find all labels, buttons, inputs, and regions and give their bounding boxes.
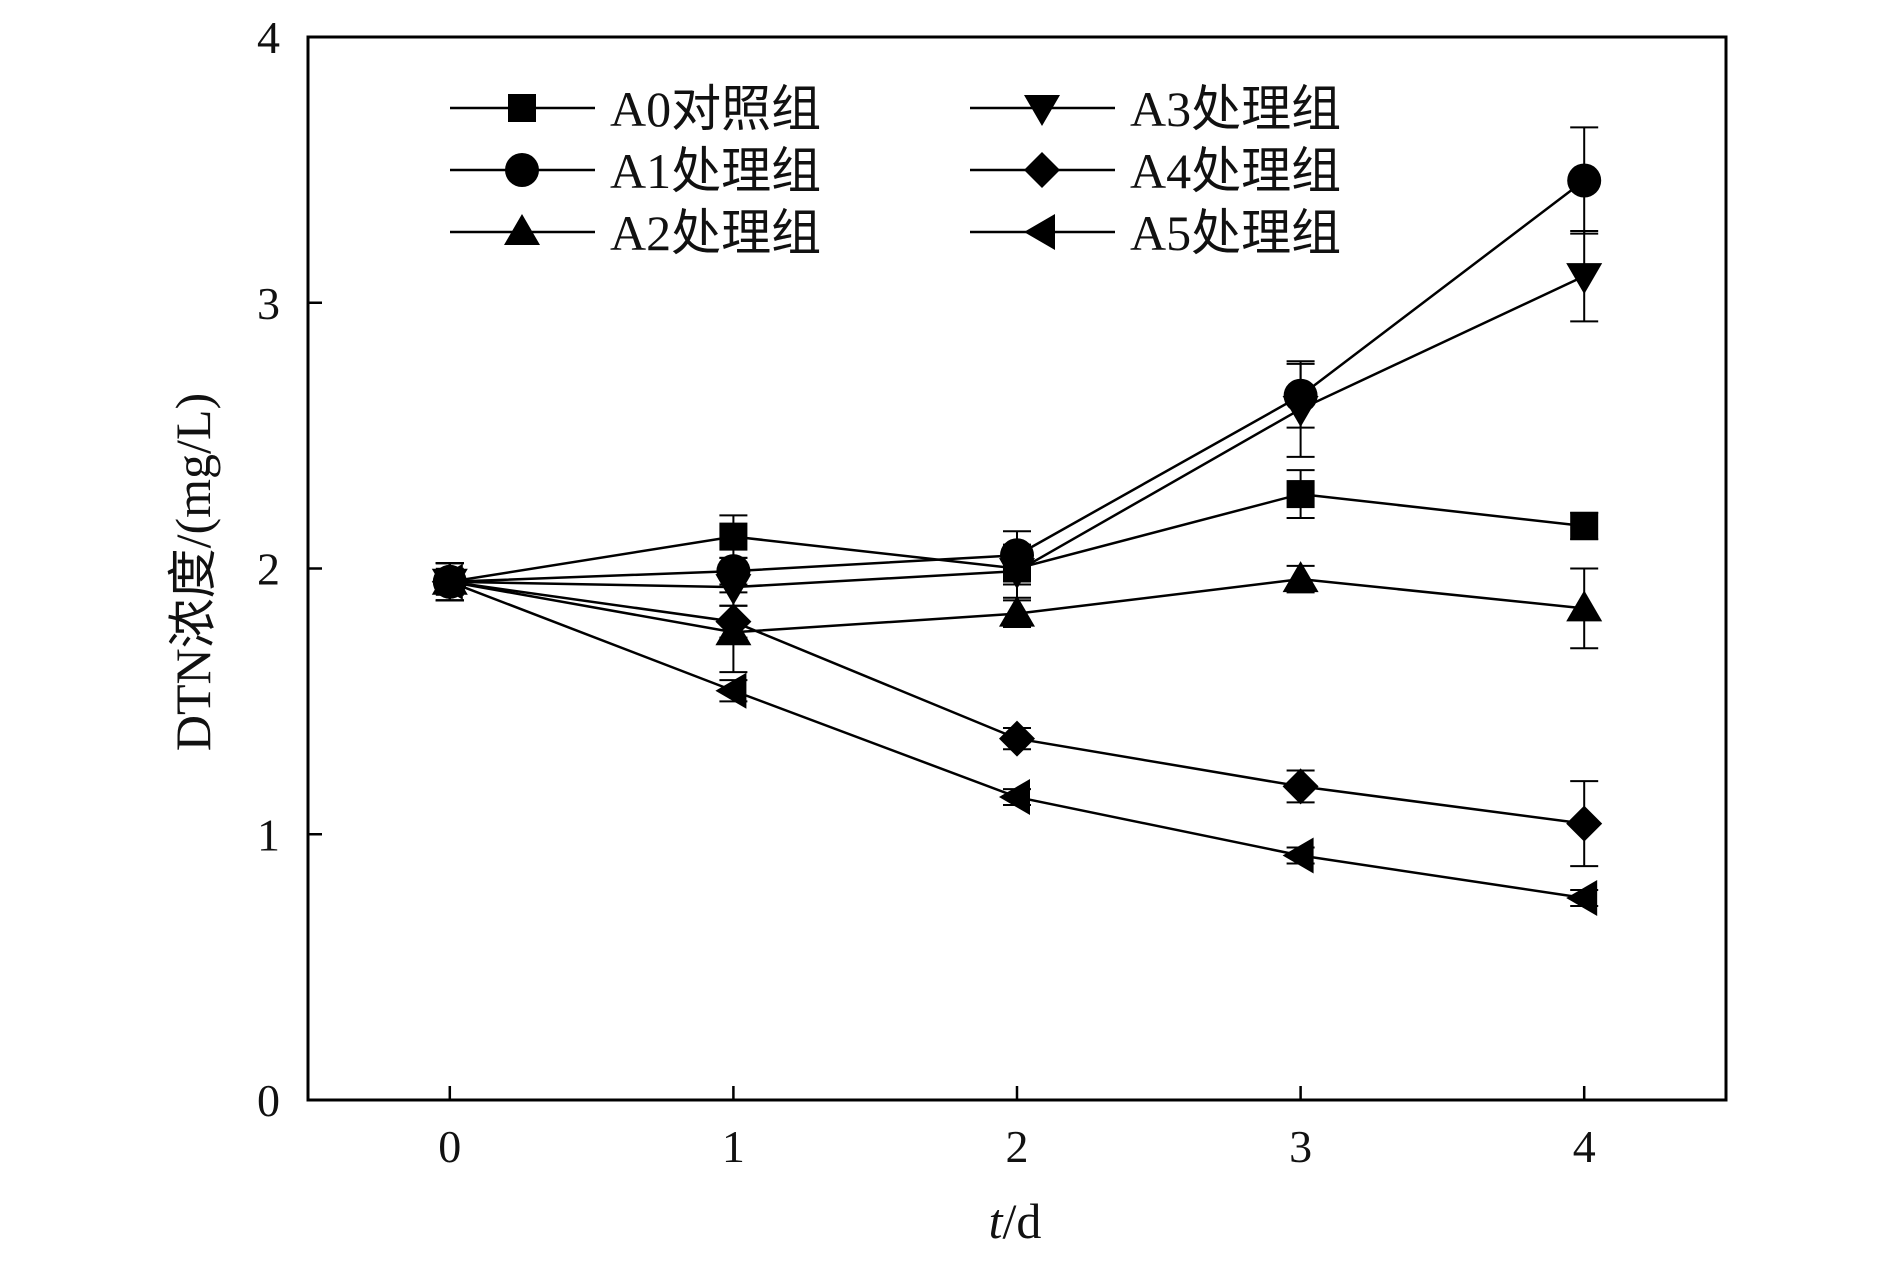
legend-label: A0对照组 xyxy=(610,81,821,137)
x-tick-label: 1 xyxy=(722,1121,745,1172)
y-tick-label: 1 xyxy=(257,809,280,860)
legend-marker xyxy=(508,94,536,122)
data-point xyxy=(715,603,752,640)
data-point xyxy=(1282,396,1319,428)
axis-titles: t/d DTN浓度/(mg/L) xyxy=(165,393,1041,1249)
data-point xyxy=(1566,805,1603,842)
data-point xyxy=(715,672,747,709)
data-point xyxy=(1286,480,1315,509)
data-point xyxy=(1282,768,1319,805)
legend-marker xyxy=(504,214,540,245)
legend-label: A1处理组 xyxy=(610,143,821,199)
data-point xyxy=(1566,590,1603,622)
axes-layer: 0 1 2 3 4 0 1 2 3 4 xyxy=(257,12,1728,1172)
legend-marker xyxy=(1024,214,1055,250)
data-point xyxy=(719,522,748,551)
legend-item: A1处理组 xyxy=(450,143,821,199)
legend: A0对照组 A1处理组 A2处理组 A3处理组 A4处理组 A5处理组 xyxy=(450,81,1341,261)
data-point xyxy=(1282,561,1319,593)
data-point xyxy=(999,558,1035,590)
legend-marker xyxy=(1024,95,1060,126)
y-tick-label: 3 xyxy=(257,278,280,329)
y-tick-label: 0 xyxy=(257,1075,280,1126)
x-tick-label: 4 xyxy=(1573,1121,1596,1172)
y-tick-label: 2 xyxy=(257,544,280,595)
data-point xyxy=(1566,263,1603,295)
data-point xyxy=(1566,880,1598,917)
legend-item: A5处理组 xyxy=(970,205,1341,261)
y-tick-label: 4 xyxy=(257,12,280,63)
data-point xyxy=(1567,163,1602,198)
x-axis-title-unit: /d xyxy=(1003,1193,1042,1249)
data-point xyxy=(715,574,752,606)
x-axis-title-italic: t xyxy=(989,1193,1004,1249)
data-point xyxy=(431,563,463,600)
legend-label: A3处理组 xyxy=(1130,81,1341,137)
series-5 xyxy=(431,562,1599,917)
legend-item: A0对照组 xyxy=(450,81,821,137)
legend-label: A4处理组 xyxy=(1130,143,1341,199)
x-tick-label: 2 xyxy=(1006,1121,1029,1172)
x-tick-label: 0 xyxy=(438,1121,461,1172)
data-point xyxy=(1282,837,1314,874)
legend-marker xyxy=(1024,152,1060,188)
series-layer xyxy=(431,126,1603,917)
x-tick-label: 3 xyxy=(1289,1121,1312,1172)
legend-item: A2处理组 xyxy=(450,205,821,261)
data-point xyxy=(999,595,1035,627)
legend-marker xyxy=(505,153,539,187)
legend-label: A2处理组 xyxy=(610,205,821,261)
series-3 xyxy=(431,229,1603,607)
data-point xyxy=(999,779,1030,816)
legend-item: A3处理组 xyxy=(970,81,1341,137)
x-axis-title: t/d xyxy=(989,1193,1042,1249)
data-point xyxy=(999,720,1035,757)
series-1 xyxy=(432,126,1602,602)
y-axis-title: DTN浓度/(mg/L) xyxy=(165,393,221,751)
legend-item: A4处理组 xyxy=(970,143,1341,199)
legend-label: A5处理组 xyxy=(1130,205,1341,261)
data-point xyxy=(1570,511,1599,540)
